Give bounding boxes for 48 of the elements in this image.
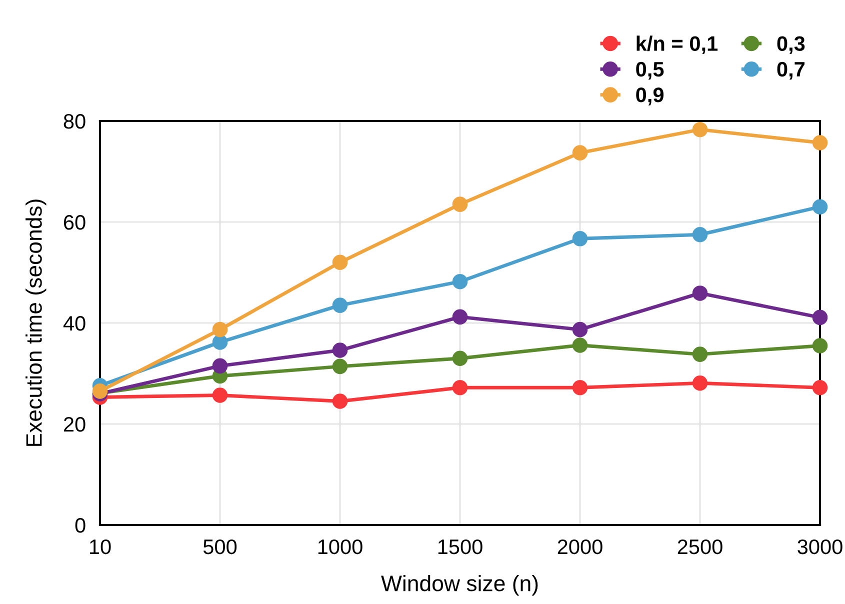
point: [452, 196, 468, 212]
x-tick-label: 3000: [798, 539, 842, 554]
point: [212, 358, 228, 374]
legend-label: k/n = 0,1: [636, 36, 718, 54]
x-tick-label: 500: [203, 539, 237, 554]
y-tick-label: 0: [75, 518, 86, 533]
point: [692, 375, 708, 391]
point: [212, 322, 228, 338]
point: [332, 298, 348, 313]
point: [692, 122, 708, 138]
point: [812, 135, 828, 150]
x-axis-title: Window size (n): [381, 574, 538, 596]
point: [572, 380, 588, 396]
point: [332, 254, 348, 270]
x-tick-label: 1000: [318, 539, 362, 554]
y-axis-title: Execution time (seconds): [26, 200, 46, 446]
point: [692, 286, 708, 301]
y-tick-label: 20: [64, 417, 86, 432]
legend-label: 0,5: [636, 62, 664, 80]
x-tick-label: 2500: [678, 539, 722, 554]
legend-label: 0,7: [777, 62, 805, 80]
x-tick-label: 2000: [558, 539, 602, 554]
point: [812, 338, 828, 354]
x-tick-label: 10: [90, 539, 111, 554]
point: [812, 310, 828, 326]
point: [572, 145, 588, 160]
y-tick-label: 40: [63, 316, 86, 331]
point: [812, 380, 828, 396]
point: [572, 231, 588, 246]
point: [332, 358, 348, 374]
point: [452, 274, 468, 290]
legend-label: 0,9: [636, 88, 664, 106]
y-tick-label: 60: [64, 215, 86, 230]
point: [572, 338, 588, 353]
point: [692, 226, 708, 242]
point: [212, 388, 228, 403]
point: [452, 380, 468, 396]
point: [452, 309, 468, 325]
point: [572, 322, 588, 338]
y-tick-label: 80: [64, 114, 86, 129]
point: [212, 334, 228, 350]
point: [332, 342, 348, 358]
legend-label: 0,3: [777, 36, 805, 54]
point: [452, 350, 468, 366]
point: [332, 394, 348, 409]
point: [692, 346, 708, 362]
x-tick-label: 1500: [438, 539, 482, 554]
point: [812, 199, 828, 214]
